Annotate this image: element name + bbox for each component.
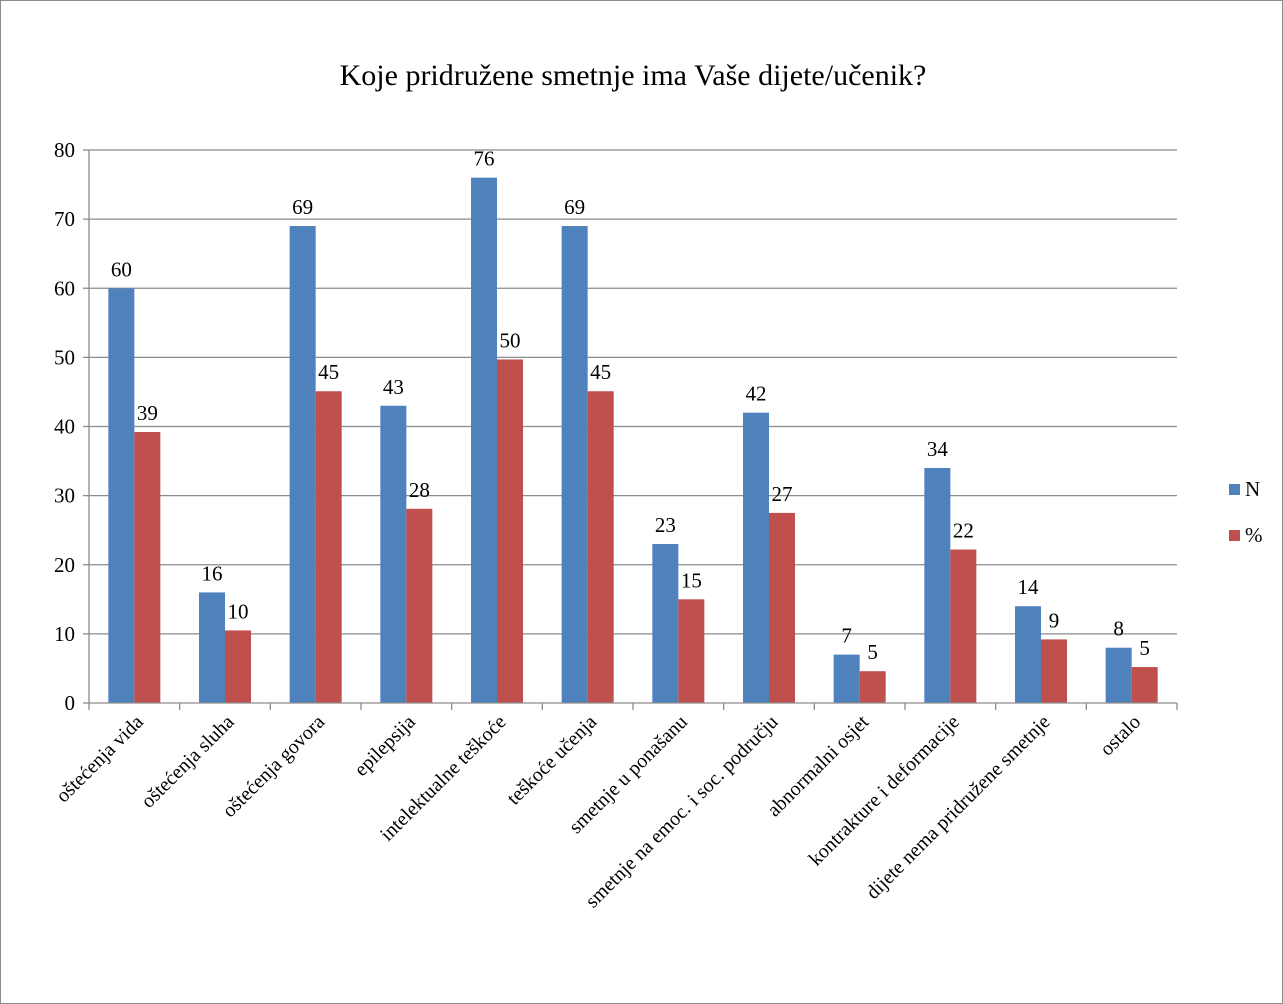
category-label: epilepsija [350, 711, 420, 781]
bar-n [471, 177, 497, 703]
category-label: kontrakture i deformacije [805, 711, 964, 870]
y-tick-label: 80 [54, 138, 75, 162]
data-label: 5 [1139, 636, 1150, 660]
bar-n [1015, 606, 1041, 703]
data-label: 10 [228, 599, 249, 623]
bar-percent [315, 391, 342, 703]
bar-percent [1041, 639, 1067, 703]
bar-n [924, 467, 951, 703]
bar-percent [497, 359, 523, 703]
bar-percent [769, 512, 795, 703]
bar-percent [1131, 667, 1158, 703]
bar-percent [678, 599, 705, 703]
data-label: 8 [1113, 617, 1124, 641]
category-label: ostalo [1096, 711, 1145, 760]
data-label: 50 [500, 328, 521, 352]
y-tick-label: 10 [54, 622, 75, 646]
data-labels: 6039161069454328765069452315422775342214… [111, 147, 1150, 665]
data-label: 42 [746, 382, 767, 406]
category-label: oštećenja sluha [137, 711, 239, 813]
data-label: 69 [564, 195, 585, 219]
data-label: 60 [111, 257, 132, 281]
data-label: 28 [409, 478, 430, 502]
bar-n [380, 405, 407, 703]
y-axis: 0 10 20 30 40 50 60 70 80 [54, 138, 90, 715]
data-label: 9 [1049, 608, 1060, 632]
category-label: teškoće učenja [503, 711, 601, 809]
bar-n [108, 288, 135, 703]
bar-percent [950, 549, 977, 703]
gridlines [89, 149, 1177, 635]
data-label: 14 [1018, 575, 1040, 599]
legend-label: N [1245, 477, 1260, 501]
data-label: 43 [383, 375, 404, 399]
legend-label: % [1245, 523, 1263, 547]
chart-title: Koje pridružene smetnje ima Vaše dijete/… [340, 59, 927, 92]
legend-swatch [1229, 530, 1240, 541]
bar-n [743, 412, 769, 703]
bar-percent [225, 630, 251, 703]
data-label: 5 [867, 640, 878, 664]
data-label: 15 [681, 568, 702, 592]
y-tick-label: 50 [54, 345, 75, 369]
bars [108, 177, 1158, 703]
legend-item-n: N [1229, 477, 1260, 501]
category-label: dijete nema pridružene smetnje [862, 711, 1055, 904]
data-label: 27 [772, 482, 793, 506]
bar-percent [587, 391, 614, 703]
legend-item-percent: % [1229, 523, 1263, 547]
y-tick-label: 40 [54, 415, 75, 439]
bar-n [289, 226, 316, 703]
y-tick-label: 60 [54, 276, 75, 300]
data-label: 22 [953, 519, 974, 543]
category-label: oštećenja vida [52, 711, 148, 807]
bar-percent [406, 508, 433, 703]
y-tick-label: 20 [54, 553, 75, 577]
data-label: 76 [474, 147, 495, 171]
bar-percent [134, 432, 161, 703]
y-tick-label: 30 [54, 484, 75, 508]
y-tick-label: 70 [54, 207, 75, 231]
data-label: 39 [137, 401, 158, 425]
y-tick-label: 0 [65, 691, 76, 715]
bar-n [561, 226, 588, 703]
legend-swatch [1229, 484, 1240, 495]
data-label: 23 [655, 513, 676, 537]
legend: N% [1229, 477, 1263, 547]
data-label: 45 [590, 360, 611, 384]
bar-n [1105, 647, 1132, 703]
bar-percent [859, 671, 886, 703]
bar-n [652, 544, 679, 703]
data-label: 16 [202, 561, 223, 585]
bar-n [833, 654, 860, 703]
data-label: 45 [318, 360, 339, 384]
data-label: 7 [841, 624, 852, 648]
bar-n [199, 592, 225, 703]
data-label: 69 [292, 195, 313, 219]
category-label: smetnje na emoc. i soc. području [581, 711, 782, 912]
data-label: 34 [927, 437, 949, 461]
